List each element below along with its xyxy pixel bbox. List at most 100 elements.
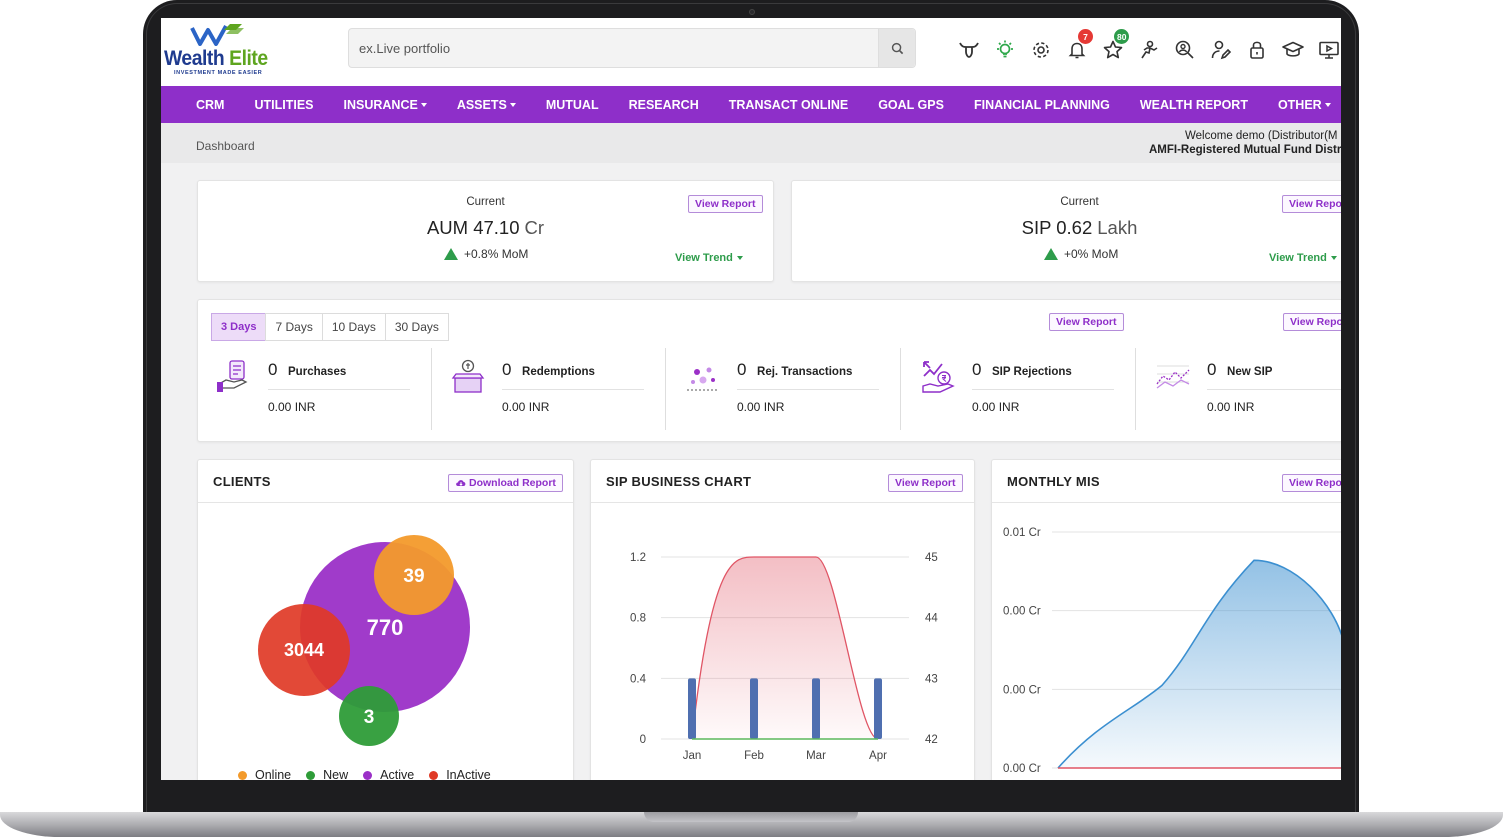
nav-crm[interactable]: CRM <box>196 98 224 112</box>
user-run-icon[interactable] <box>1131 37 1167 63</box>
main-nav: CRM UTILITIES INSURANCE ASSETS MUTUAL RE… <box>161 86 1341 123</box>
tab-30-days[interactable]: 30 Days <box>384 313 449 341</box>
mis-view-report-button[interactable]: View Repor <box>1282 474 1341 492</box>
welcome-role: AMFI-Registered Mutual Fund Distri <box>1149 144 1341 156</box>
nav-label: TRANSACT ONLINE <box>728 97 849 112</box>
legend-inactive[interactable]: InActive <box>429 768 491 780</box>
monitor-icon[interactable] <box>1311 37 1341 63</box>
nav-goal-gps[interactable]: GOAL GPS <box>878 98 944 112</box>
bubble-online[interactable] <box>374 535 454 615</box>
nav-label: ASSETS <box>456 97 507 112</box>
top-bar: Wealth Elite INVESTMENT MADE EASIER 7 <box>161 18 1341 86</box>
redemptions-count: 0 <box>502 360 512 379</box>
nav-mutual[interactable]: MUTUAL <box>546 98 599 112</box>
user-edit-icon[interactable] <box>1203 37 1239 63</box>
redemption-icon <box>451 359 485 393</box>
rej-transactions-inr: 0.00 INR <box>737 400 785 414</box>
logo[interactable]: Wealth Elite INVESTMENT MADE EASIER <box>164 22 274 82</box>
logo-mark-icon <box>190 24 244 46</box>
bubble-new[interactable] <box>339 686 399 746</box>
user-search-icon[interactable] <box>1167 37 1203 63</box>
nav-wealth-report[interactable]: WEALTH REPORT <box>1140 98 1248 112</box>
sip-bar <box>688 678 696 739</box>
monthly-mis-chart: 0.01 Cr 0.00 Cr 0.00 Cr 0.00 Cr <box>1003 527 1341 775</box>
y-tick-label-left: 0.4 <box>630 673 647 685</box>
sip-bar <box>874 678 882 739</box>
nav-transact-online[interactable]: TRANSACT ONLINE <box>729 98 848 112</box>
graduation-cap-icon[interactable] <box>1275 37 1311 63</box>
nav-label: GOAL GPS <box>878 97 944 112</box>
aum-view-report-button[interactable]: View Report <box>688 195 763 213</box>
sip-value: SIP 0.62 Lakh <box>792 217 1341 239</box>
divider <box>268 389 410 390</box>
legend-label: Online <box>255 768 292 780</box>
stat-redemptions[interactable]: 0 Redemptions 0.00 INR <box>432 348 666 430</box>
breadcrumb[interactable]: Dashboard <box>196 139 255 153</box>
tab-7-days[interactable]: 7 Days <box>265 313 323 341</box>
x-tick-label: Mar <box>806 750 826 762</box>
bubble-online-value: 39 <box>403 566 424 587</box>
sip-rejections-count: 0 <box>972 360 982 379</box>
nav-label: INSURANCE <box>343 97 418 112</box>
chevron-down-icon <box>736 256 743 260</box>
search-button[interactable] <box>878 29 915 67</box>
stat-rej-transactions[interactable]: 0 Rej. Transactions 0.00 INR <box>667 348 901 430</box>
download-report-button[interactable]: Download Report <box>448 474 563 492</box>
redemptions-inr: 0.00 INR <box>502 400 550 414</box>
bull-icon[interactable] <box>951 37 987 63</box>
legend-dot <box>306 770 316 780</box>
purchase-icon <box>217 360 248 392</box>
sip-mom: +0% MoM <box>1044 247 1118 261</box>
lock-icon[interactable] <box>1239 37 1275 63</box>
sip-chart-title: SIP BUSINESS CHART <box>606 474 752 489</box>
nav-utilities[interactable]: UTILITIES <box>254 98 313 112</box>
logo-tagline: INVESTMENT MADE EASIER <box>174 70 263 76</box>
aum-value: AUM 47.10 Cr <box>198 217 773 239</box>
aum-amount: AUM 47.10 <box>426 217 520 238</box>
nav-financial-planning[interactable]: FINANCIAL PLANNING <box>974 98 1110 112</box>
chevron-down-icon <box>1330 256 1337 260</box>
legend-dot <box>429 770 439 780</box>
tab-10-days[interactable]: 10 Days <box>321 313 386 341</box>
new-sip-view-report-button[interactable]: View Repor <box>1283 313 1341 331</box>
nav-insurance[interactable]: INSURANCE <box>344 98 427 112</box>
nav-research[interactable]: RESEARCH <box>629 98 699 112</box>
legend-dot <box>238 770 247 780</box>
mis-area-fill <box>1058 560 1341 768</box>
sip-amount: SIP 0.62 <box>1021 217 1093 238</box>
legend-label: InActive <box>446 768 491 780</box>
nav-assets[interactable]: ASSETS <box>457 98 516 112</box>
camera-icon <box>749 9 755 15</box>
y-tick-label: 0.00 Cr <box>1003 684 1041 696</box>
bubble-inactive[interactable] <box>258 604 350 696</box>
star-icon[interactable]: 80 <box>1095 29 1131 63</box>
bell-icon[interactable]: 7 <box>1059 29 1095 63</box>
nav-label: MUTUAL <box>545 97 599 112</box>
sip-view-report-button[interactable]: View Repor <box>1282 195 1341 213</box>
search-input[interactable] <box>349 29 879 67</box>
stat-new-sip[interactable]: 0 New SIP 0.00 INR <box>1137 348 1341 430</box>
lightbulb-icon[interactable] <box>987 37 1023 63</box>
sip-chart-view-report-button[interactable]: View Report <box>888 474 963 492</box>
legend-new[interactable]: New <box>306 768 348 780</box>
stat-purchases[interactable]: 0 Purchases 0.00 INR <box>198 348 432 430</box>
chevron-down-icon <box>420 102 427 107</box>
y-tick-label-right: 43 <box>925 673 938 685</box>
nav-other[interactable]: OTHER <box>1278 98 1331 112</box>
legend-active[interactable]: Active <box>363 768 414 780</box>
clients-panel: CLIENTS Download Report 770 3044 39 3 On… <box>197 459 574 780</box>
tab-3-days[interactable]: 3 Days <box>211 313 267 341</box>
sip-mom-text: +0% MoM <box>1064 247 1119 261</box>
transactions-view-report-button[interactable]: View Report <box>1049 313 1124 331</box>
aum-view-trend[interactable]: View Trend <box>675 252 743 264</box>
divider <box>502 389 644 390</box>
breadcrumb-bar: Dashboard Welcome demo (Distributor(M AM… <box>161 123 1341 163</box>
gear-icon[interactable] <box>1023 37 1059 63</box>
transactions-card: 3 Days 7 Days 10 Days 30 Days View Repor… <box>197 299 1341 442</box>
sip-view-trend[interactable]: View Trend <box>1269 252 1337 264</box>
legend-online[interactable]: Online <box>238 768 291 780</box>
top-icons: 7 80 <box>951 29 1341 63</box>
y-tick-label-right: 45 <box>925 552 938 564</box>
stat-sip-rejections[interactable]: 0 SIP Rejections 0.00 INR <box>902 348 1136 430</box>
x-tick-label: Jan <box>683 750 702 762</box>
